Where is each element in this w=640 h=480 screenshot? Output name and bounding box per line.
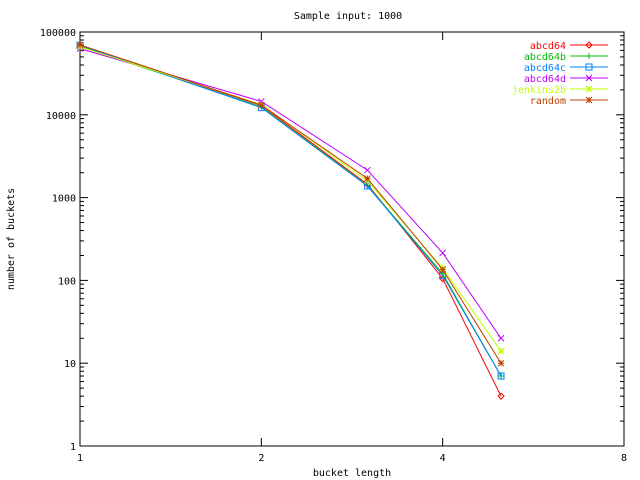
x-axis-label: bucket length xyxy=(313,468,391,479)
legend-label: jenkins2b xyxy=(512,85,566,96)
x-tick-label: 2 xyxy=(258,453,264,464)
y-tick-label: 100000 xyxy=(40,28,76,39)
data-series xyxy=(76,41,505,400)
data-point xyxy=(497,334,505,342)
data-point xyxy=(439,266,447,273)
legend-marker xyxy=(585,41,593,49)
plot-frame xyxy=(79,31,625,447)
legend: abcd64abcd64babcd64cabcd64djenkins2brand… xyxy=(512,41,608,107)
legend-marker xyxy=(585,96,593,104)
legend-label: abcd64 xyxy=(530,41,566,52)
y-tick-label: 10 xyxy=(64,359,76,370)
data-point xyxy=(497,372,505,380)
y-tick-label: 1 xyxy=(70,442,76,453)
data-point xyxy=(257,101,265,109)
series-abcd64 xyxy=(76,42,505,400)
x-tick-label: 1 xyxy=(77,453,83,464)
data-point xyxy=(497,392,505,400)
axis-ticks: 1 2 4 8 1 10 100 1000 10000 100000 xyxy=(40,28,627,464)
y-tick-label: 100 xyxy=(58,276,76,287)
series-line xyxy=(79,45,502,377)
data-point xyxy=(498,373,505,380)
legend-marker xyxy=(585,85,593,93)
legend-marker xyxy=(585,74,593,82)
legend-label: abcd64c xyxy=(524,63,566,74)
series-line xyxy=(79,45,502,397)
x-tick-label: 8 xyxy=(621,453,627,464)
data-point xyxy=(364,175,371,182)
series-abcd64c xyxy=(76,41,505,380)
y-tick-label: 10000 xyxy=(46,111,76,122)
legend-label: abcd64d xyxy=(524,74,566,85)
series-jenkins2b xyxy=(76,43,505,355)
y-axis-label: number of buckets xyxy=(6,188,17,290)
legend-item: abcd64d xyxy=(524,74,608,85)
legend-marker xyxy=(586,53,592,59)
series-line xyxy=(79,46,502,352)
legend-item: jenkins2b xyxy=(512,85,608,96)
legend-item: abcd64b xyxy=(524,52,608,63)
chart-title: Sample input: 1000 xyxy=(294,11,402,22)
series-random xyxy=(76,41,505,367)
series-line xyxy=(79,48,502,339)
series-abcd64d xyxy=(76,45,505,342)
series-line xyxy=(79,44,502,364)
x-tick-label: 4 xyxy=(440,453,446,464)
legend-marker xyxy=(585,63,593,71)
legend-item: abcd64 xyxy=(530,41,608,52)
legend-item: abcd64c xyxy=(524,63,608,74)
data-point xyxy=(497,347,505,355)
data-point xyxy=(76,41,84,49)
data-point xyxy=(364,166,371,174)
legend-label: random xyxy=(530,96,566,107)
y-tick-label: 1000 xyxy=(52,194,76,205)
legend-label: abcd64b xyxy=(524,52,566,63)
series-abcd64b xyxy=(77,43,505,380)
data-point xyxy=(497,359,505,367)
data-point xyxy=(439,249,447,257)
legend-item: random xyxy=(530,96,608,107)
series-line xyxy=(79,44,502,377)
